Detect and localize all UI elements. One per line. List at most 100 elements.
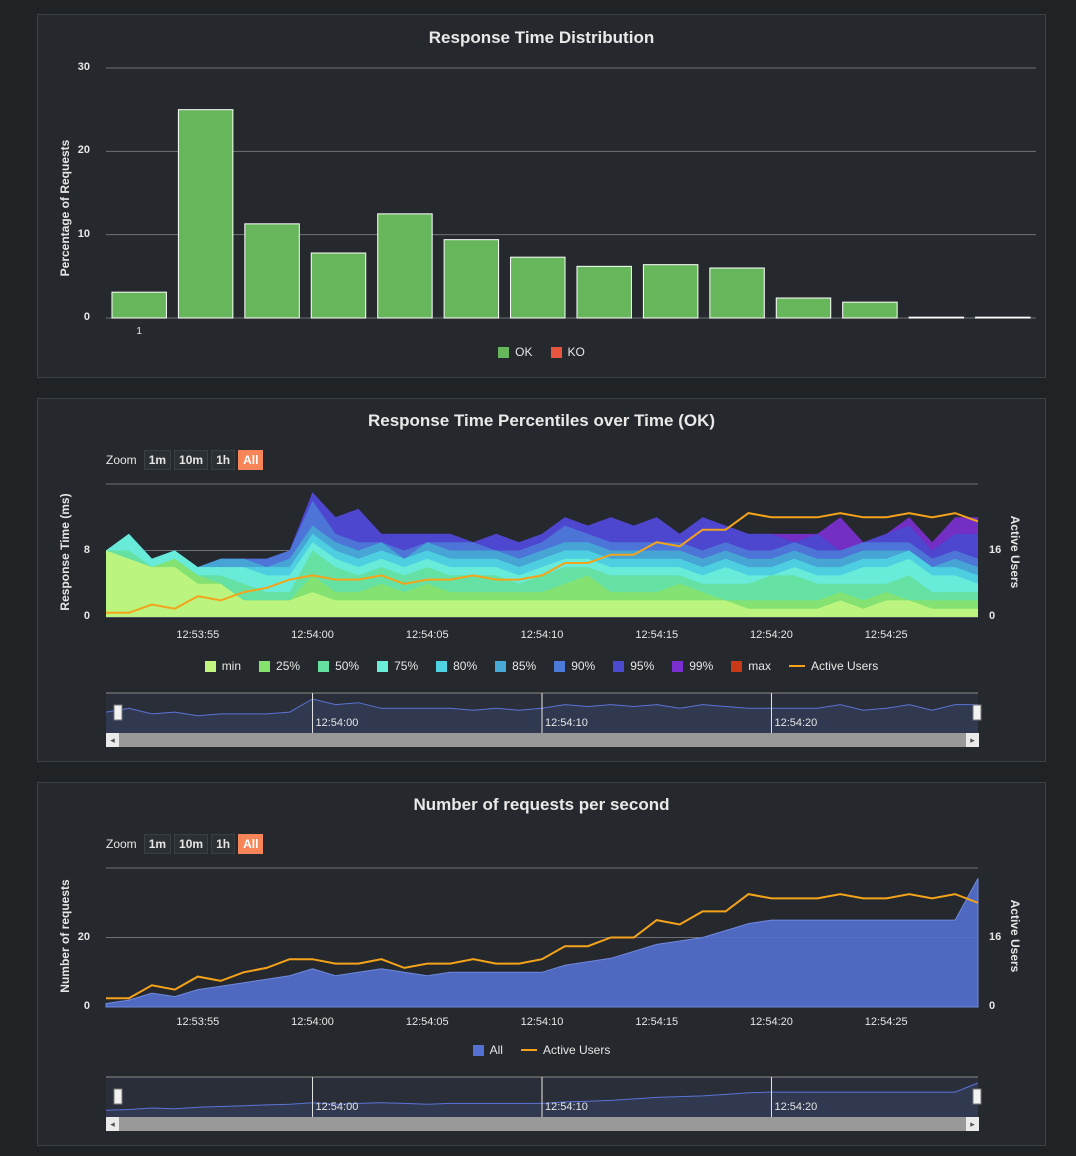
legend-item-ok[interactable]: OK — [498, 345, 533, 359]
bar-ok[interactable] — [177, 109, 234, 319]
legend-item-active-users[interactable]: Active Users — [788, 659, 879, 673]
requests-per-second-panel: Number of requests per second Zoom 1m 10… — [37, 782, 1046, 1146]
area-min[interactable] — [106, 550, 978, 618]
zoom-10m-button[interactable]: 10m — [174, 834, 209, 854]
legend-item-85[interactable]: 85% — [495, 659, 536, 673]
time-navigator[interactable] — [38, 399, 1047, 763]
bar-ok[interactable] — [443, 239, 500, 319]
y-tick-label: 0 — [83, 1000, 90, 1012]
legend-item-90[interactable]: 90% — [554, 659, 595, 673]
bar-ok[interactable] — [576, 265, 632, 319]
legend-swatch — [472, 1044, 484, 1056]
legend-swatch — [788, 665, 805, 667]
legend-item-95[interactable]: 95% — [613, 659, 654, 673]
zoom-1h-button[interactable]: 1h — [211, 834, 236, 854]
legend-item-99[interactable]: 99% — [672, 659, 713, 673]
legend-label: KO — [567, 345, 585, 359]
legend-item-min[interactable]: min — [204, 659, 241, 673]
bar-ok[interactable] — [975, 316, 1031, 319]
legend-label: OK — [515, 345, 533, 359]
x-tick-label: 12:54:10 — [520, 629, 564, 641]
x-tick-label: 12:54:15 — [635, 1016, 679, 1028]
panel-title: Number of requests per second — [413, 795, 670, 814]
legend-item-80[interactable]: 80% — [436, 659, 477, 673]
legend-item-75[interactable]: 75% — [377, 659, 418, 673]
legend-swatch — [731, 660, 743, 672]
x-tick-label: 12:53:55 — [176, 629, 220, 641]
navigator-handle-left[interactable] — [113, 1088, 123, 1105]
legend-item-active-users[interactable]: Active Users — [520, 1043, 611, 1057]
bar-ok[interactable] — [775, 297, 832, 319]
zoom-all-button[interactable]: All — [238, 450, 264, 470]
navigator-handle-left[interactable] — [113, 704, 123, 721]
legend-item-ko[interactable]: KO — [550, 345, 585, 359]
legend-item-25[interactable]: 25% — [259, 659, 300, 673]
bar-ok[interactable] — [908, 316, 965, 319]
requests-chart — [105, 867, 979, 1008]
x-tick-label: 12:53:55 — [176, 1016, 220, 1028]
legend-label: 80% — [453, 659, 478, 673]
scroll-right-arrow-icon[interactable]: ▸ — [966, 1117, 979, 1131]
x-tick-label: 1 — [136, 326, 142, 337]
active-users-line[interactable] — [106, 512, 979, 614]
bar-ok[interactable] — [842, 301, 898, 319]
navigator-handle-right[interactable] — [972, 704, 982, 721]
legend-label: 90% — [571, 659, 596, 673]
bar-ok[interactable] — [377, 213, 433, 319]
bar-ok[interactable] — [111, 291, 167, 319]
scroll-left-arrow-icon[interactable]: ◂ — [106, 1117, 119, 1131]
response-time-percentiles-panel: Response Time Percentiles over Time (OK)… — [37, 398, 1046, 762]
legend-label: 95% — [630, 659, 655, 673]
bar-ok[interactable] — [244, 223, 300, 319]
bar-ok[interactable] — [310, 252, 367, 319]
legend-swatch — [550, 346, 562, 358]
zoom-1h-button[interactable]: 1h — [211, 450, 236, 470]
navigator-label: 12:54:20 — [774, 717, 818, 729]
navigator-handle-right[interactable] — [972, 1088, 982, 1105]
chart-legend: OK KO — [38, 345, 1045, 359]
y-tick-label: 0 — [83, 610, 90, 622]
chart-legend: All Active Users — [38, 1043, 1045, 1057]
zoom-1m-button[interactable]: 1m — [143, 834, 172, 854]
panel-title: Response Time Distribution — [428, 28, 655, 47]
y2-tick-label: 16 — [989, 930, 1002, 943]
legend-swatch — [259, 660, 271, 672]
legend-item-max[interactable]: max — [731, 659, 771, 673]
legend-label: Active Users — [810, 659, 879, 673]
zoom-all-button[interactable]: All — [238, 834, 264, 854]
navigator-scrollbar[interactable] — [106, 733, 979, 747]
chart-legend: min 25% 50% 75% 80% 85% 90% 95% 99% max Active Use… — [38, 659, 1045, 673]
x-tick-label: 12:54:25 — [864, 629, 908, 641]
zoom-10m-button[interactable]: 10m — [174, 450, 209, 470]
y-tick-label: 8 — [83, 543, 90, 556]
navigator-label: 12:54:20 — [774, 1101, 818, 1113]
legend-label: 99% — [689, 659, 714, 673]
legend-swatch — [204, 660, 216, 672]
legend-swatch — [613, 660, 625, 672]
scroll-right-arrow-icon[interactable]: ▸ — [966, 733, 979, 747]
legend-item-50[interactable]: 50% — [318, 659, 359, 673]
navigator-label: 12:54:10 — [545, 1101, 588, 1113]
response-time-distribution-panel: Response Time Distribution Percentage of… — [37, 14, 1046, 378]
active-users-line[interactable] — [106, 893, 979, 1000]
x-tick-label: 12:54:05 — [405, 1016, 449, 1028]
legend-swatch — [498, 346, 510, 358]
legend-label: Active Users — [542, 1043, 611, 1057]
bar-ok[interactable] — [510, 256, 566, 319]
legend-label: 50% — [335, 659, 360, 673]
x-tick-label: 12:54:20 — [750, 629, 793, 641]
navigator-label: 12:54:00 — [315, 1101, 359, 1113]
bar-ok[interactable] — [709, 267, 765, 319]
legend-swatch — [554, 660, 566, 672]
navigator-scrollbar[interactable] — [106, 1117, 979, 1131]
legend-item-all[interactable]: All — [472, 1043, 503, 1057]
zoom-label: Zoom — [106, 837, 137, 851]
area-all[interactable] — [105, 878, 979, 1008]
x-tick-label: 12:54:00 — [291, 629, 334, 641]
zoom-1m-button[interactable]: 1m — [143, 450, 172, 470]
legend-swatch — [318, 660, 330, 672]
bar-ok[interactable] — [642, 264, 699, 319]
y2-tick-label: 16 — [989, 543, 1002, 556]
time-navigator[interactable] — [38, 783, 1047, 1147]
scroll-left-arrow-icon[interactable]: ◂ — [106, 733, 119, 747]
